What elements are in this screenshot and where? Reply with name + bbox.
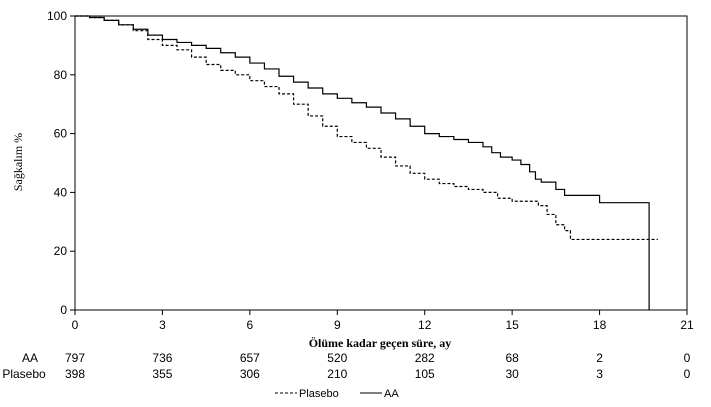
risk-value: 3 (596, 367, 603, 381)
y-tick-label: 60 (54, 127, 68, 141)
legend-label: AA (384, 388, 399, 400)
x-tick-label: 9 (334, 318, 341, 332)
y-tick-label: 40 (54, 185, 68, 199)
risk-value: 2 (596, 351, 603, 365)
x-axis-label: Ölüme kadar geçen süre, ay (309, 336, 452, 350)
risk-row-label: Plasebo (2, 367, 46, 381)
x-axis: 0 3 6 9 12 15 18 21 (72, 310, 694, 332)
y-axis-label: Sağkalım % (11, 133, 25, 191)
y-axis: 0 20 40 60 80 100 (47, 9, 75, 317)
x-tick-label: 0 (72, 318, 79, 332)
y-tick-label: 0 (60, 303, 67, 317)
series-line-aa (75, 15, 650, 310)
legend: Plasebo AA (275, 388, 399, 400)
plot-area: 0 20 40 60 80 100 0 3 6 9 12 15 18 21 (47, 9, 694, 332)
risk-value: 657 (240, 351, 260, 365)
series-layer (75, 15, 658, 310)
risk-value: 0 (684, 367, 691, 381)
risk-value: 520 (327, 351, 347, 365)
legend-label: Plasebo (299, 388, 339, 400)
risk-row-label: AA (22, 351, 38, 365)
risk-value: 306 (240, 367, 260, 381)
x-tick-label: 3 (159, 318, 166, 332)
y-tick-label: 100 (47, 9, 67, 23)
risk-value: 282 (415, 351, 435, 365)
x-tick-label: 18 (593, 318, 607, 332)
plot-frame (74, 15, 688, 311)
risk-value: 68 (505, 351, 519, 365)
risk-table: AA 797 736 657 520 282 68 2 0 Plasebo 398 355 306 210… (2, 351, 690, 381)
risk-value: 736 (152, 351, 172, 365)
series-line-plasebo (75, 15, 658, 241)
risk-value: 30 (505, 367, 519, 381)
risk-value: 797 (65, 351, 85, 365)
risk-value: 210 (327, 367, 347, 381)
risk-value: 105 (415, 367, 435, 381)
y-tick-label: 80 (54, 68, 68, 82)
y-tick-label: 20 (54, 244, 68, 258)
risk-value: 0 (684, 351, 691, 365)
x-tick-label: 12 (418, 318, 432, 332)
x-tick-label: 15 (505, 318, 519, 332)
risk-value: 398 (65, 367, 85, 381)
risk-value: 355 (152, 367, 172, 381)
x-tick-label: 6 (247, 318, 254, 332)
x-tick-label: 21 (680, 318, 694, 332)
